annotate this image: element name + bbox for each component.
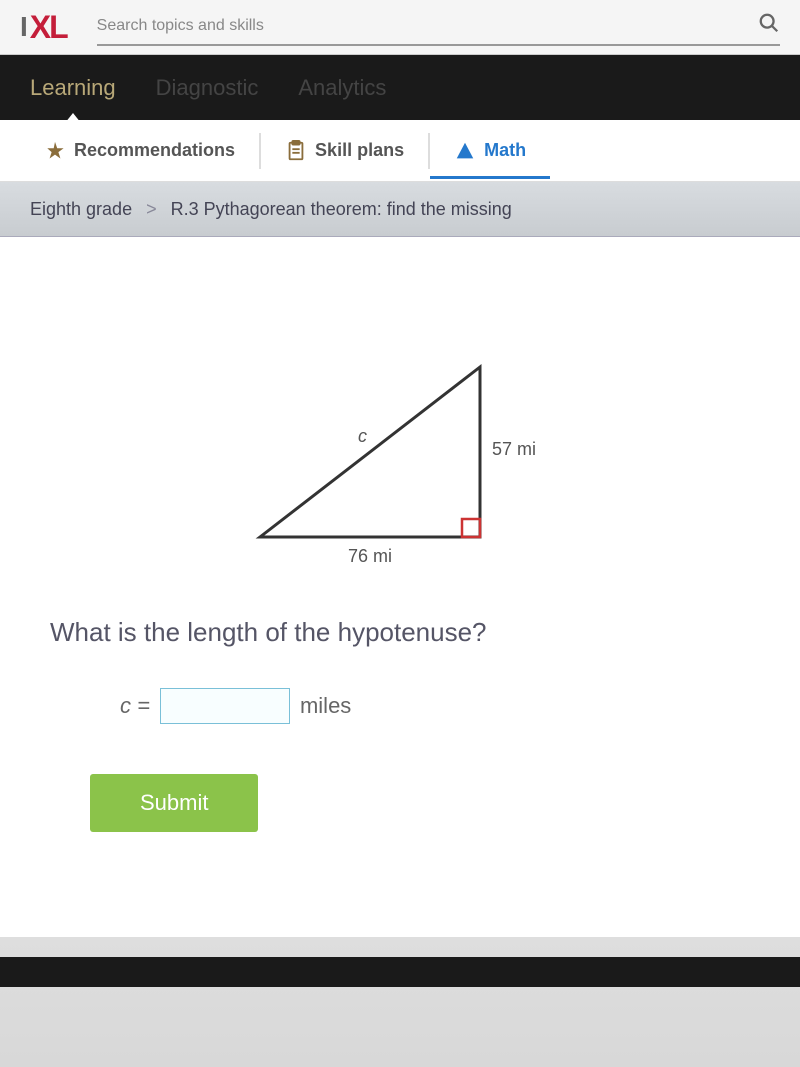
side-b-label: 76 mi (348, 546, 392, 566)
main-nav: Learning Diagnostic Analytics (0, 55, 800, 120)
nav-learning[interactable]: Learning (30, 75, 116, 101)
tab-skill-plans[interactable]: Skill plans (261, 133, 430, 169)
bottom-bar (0, 957, 800, 987)
question-text: What is the length of the hypotenuse? (50, 617, 770, 648)
nav-diagnostic[interactable]: Diagnostic (156, 75, 259, 101)
nav-analytics[interactable]: Analytics (298, 75, 386, 101)
search-icon[interactable] (758, 12, 780, 40)
answer-input[interactable] (160, 688, 290, 724)
sub-nav: Recommendations Skill plans Math (0, 120, 800, 182)
tab-label: Skill plans (315, 140, 404, 161)
hypotenuse-label: c (358, 426, 367, 446)
breadcrumb-separator: > (146, 199, 157, 220)
breadcrumb: Eighth grade > R.3 Pythagorean theorem: … (0, 182, 800, 237)
triangle-icon (454, 140, 476, 162)
tab-label: Math (484, 140, 526, 161)
search-bar (97, 8, 780, 46)
logo[interactable]: I XL (20, 9, 67, 46)
clipboard-icon (285, 140, 307, 162)
breadcrumb-grade[interactable]: Eighth grade (30, 199, 132, 220)
triangle-svg: c 57 mi 76 mi (230, 337, 570, 567)
star-icon (44, 140, 66, 162)
answer-row: c = miles (120, 688, 770, 724)
tab-label: Recommendations (74, 140, 235, 161)
logo-xl: XL (30, 9, 67, 46)
answer-unit: miles (300, 693, 351, 719)
tab-recommendations[interactable]: Recommendations (20, 133, 261, 169)
content-area: c 57 mi 76 mi What is the length of the … (0, 237, 800, 937)
submit-button[interactable]: Submit (90, 774, 258, 832)
answer-variable: c = (120, 693, 150, 719)
header: I XL (0, 0, 800, 55)
tab-math[interactable]: Math (430, 143, 550, 179)
logo-i: I (20, 11, 28, 43)
side-a-label: 57 mi (492, 439, 536, 459)
search-input[interactable] (97, 17, 748, 35)
breadcrumb-topic: R.3 Pythagorean theorem: find the missin… (171, 199, 512, 220)
triangle-figure: c 57 mi 76 mi (30, 337, 770, 567)
